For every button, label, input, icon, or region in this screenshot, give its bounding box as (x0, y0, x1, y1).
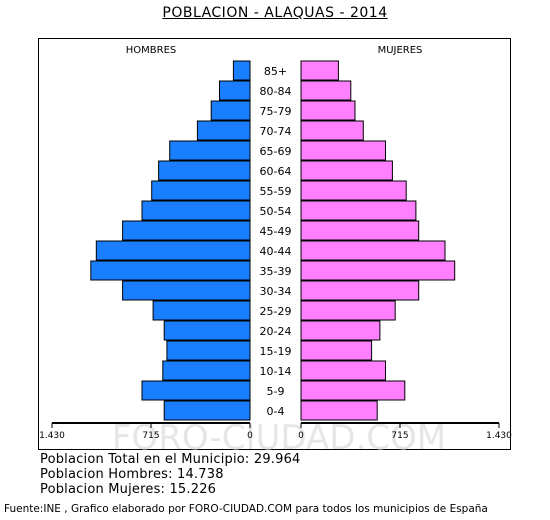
bar-hombres-35-39 (90, 260, 251, 281)
bar-hombres-25-29 (152, 300, 251, 321)
bar-hombres-5-9 (141, 380, 251, 401)
bar-mujeres-25-29 (300, 300, 396, 321)
bar-hombres-55-59 (151, 180, 251, 201)
bar-mujeres-85+ (300, 60, 339, 81)
age-group-label: 30-34 (260, 285, 292, 298)
bar-hombres-60-64 (158, 160, 251, 181)
age-group-label: 55-59 (260, 185, 292, 198)
age-group-label: 20-24 (260, 325, 292, 338)
axis-tick-label: 715 (391, 431, 408, 441)
age-group-label: 85+ (264, 65, 287, 78)
female-population: Poblacion Mujeres: 15.226 (40, 482, 217, 497)
legend-hombres: HOMBRES (126, 45, 177, 56)
age-group-label: 0-4 (267, 405, 285, 418)
bar-hombres-50-54 (141, 200, 251, 221)
bar-hombres-15-19 (166, 340, 251, 361)
age-group-label: 25-29 (260, 305, 292, 318)
age-group-label: 60-64 (260, 165, 292, 178)
age-group-label: 50-54 (260, 205, 292, 218)
bar-mujeres-70-74 (300, 120, 364, 141)
bars-layer: 85+ 80-84 75-79 70-74 65-69 60-64 55-59 50-54 45… (90, 60, 456, 421)
bar-mujeres-60-64 (300, 160, 393, 181)
axis-tick-label: 0 (298, 431, 304, 441)
age-group-label: 45-49 (260, 225, 292, 238)
bar-mujeres-75-79 (300, 100, 356, 121)
bar-hombres-10-14 (162, 360, 251, 381)
male-population: Poblacion Hombres: 14.738 (40, 467, 224, 482)
axis-tick-label: 1.430 (39, 431, 65, 441)
bar-mujeres-50-54 (300, 200, 417, 221)
bar-hombres-0-4 (163, 400, 251, 421)
source-note: Fuente:INE , Grafico elaborado por FORO-… (4, 503, 488, 515)
bar-mujeres-0-4 (300, 400, 378, 421)
pyramid-chart-frame: FORO-CIUDAD.COM HOMBRES MUJERES 85+ 80-84… (38, 38, 512, 451)
bar-mujeres-65-69 (300, 140, 386, 161)
age-group-label: 10-14 (260, 365, 292, 378)
bar-mujeres-10-14 (300, 360, 386, 381)
bar-mujeres-35-39 (300, 260, 456, 281)
bar-hombres-70-74 (196, 120, 251, 141)
axis-tick-label: 715 (142, 431, 159, 441)
age-group-label: 80-84 (260, 85, 292, 98)
bar-mujeres-20-24 (300, 320, 381, 341)
bar-hombres-75-79 (210, 100, 251, 121)
axis-tick-label: 1.430 (486, 431, 512, 441)
bar-mujeres-5-9 (300, 380, 406, 401)
bar-hombres-65-69 (169, 140, 251, 161)
age-group-label: 5-9 (267, 385, 285, 398)
age-group-label: 75-79 (260, 105, 292, 118)
bar-hombres-40-44 (95, 240, 251, 261)
age-group-label: 35-39 (260, 265, 292, 278)
age-group-label: 65-69 (260, 145, 292, 158)
bar-mujeres-45-49 (300, 220, 420, 241)
bar-hombres-30-34 (122, 280, 251, 301)
chart-title: POBLACION - ALAQUAS - 2014 (162, 5, 388, 21)
bar-mujeres-30-34 (300, 280, 420, 301)
age-group-label: 15-19 (260, 345, 292, 358)
axis-layer: 1.430 715 0 0 715 1.430 (39, 422, 512, 441)
bar-mujeres-80-84 (300, 80, 352, 101)
total-population: Poblacion Total en el Municipio: 29.964 (40, 452, 301, 467)
bar-hombres-45-49 (122, 220, 251, 241)
bar-mujeres-55-59 (300, 180, 407, 201)
bar-mujeres-40-44 (300, 240, 446, 261)
bar-hombres-80-84 (219, 80, 251, 101)
bar-hombres-20-24 (163, 320, 251, 341)
age-group-label: 40-44 (260, 245, 292, 258)
bar-hombres-85+ (232, 60, 251, 81)
axis-tick-label: 0 (247, 431, 253, 441)
legend-mujeres: MUJERES (378, 45, 423, 56)
bar-mujeres-15-19 (300, 340, 373, 361)
population-pyramid: FORO-CIUDAD.COM HOMBRES MUJERES 85+80-84… (39, 45, 512, 451)
age-group-label: 70-74 (260, 125, 292, 138)
